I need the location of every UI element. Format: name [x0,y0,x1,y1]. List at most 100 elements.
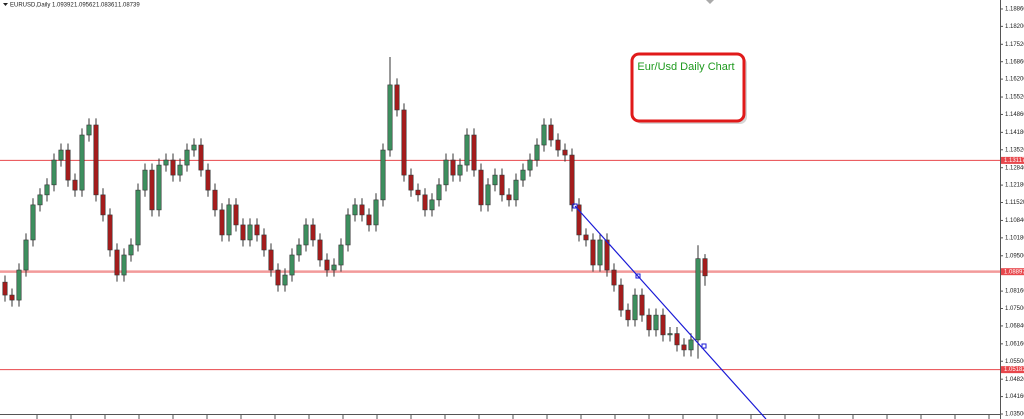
candle-body [219,209,225,236]
candles [2,56,708,359]
candle-body [338,244,344,266]
candle-body [37,194,43,206]
candle-body [261,234,267,251]
candle-body [30,204,36,241]
candle-body [310,224,316,241]
level-tag [1001,156,1024,164]
candle-body [345,214,351,246]
y-tick-label: 1.04160 [1005,394,1024,400]
candle-body [597,239,603,266]
candle-body [100,194,106,216]
candle-body [282,274,288,286]
candle-body [576,204,582,236]
candle-body [114,249,120,276]
shift-marker [706,0,714,4]
candle-body [296,244,302,256]
candle-body [163,159,169,166]
candle-body [674,333,680,346]
y-tick-label: 1.13520 [1005,147,1024,153]
candle-body [604,239,610,271]
candle-body [86,124,92,136]
candle-body [128,244,134,256]
candle-body [429,199,435,211]
candle-body [303,224,309,246]
candle-body [618,284,624,311]
trendline [572,203,767,419]
candle-body [394,84,400,111]
candle-body [142,169,148,191]
y-tick-label: 1.10180 [1005,235,1024,241]
candle-body [79,134,85,191]
candle-body [9,294,15,301]
candle-body [380,149,386,201]
candle-body [93,124,99,196]
annotation: Eur/Usd Daily Chart [637,61,734,73]
candle-body [695,258,701,341]
annotation-box: Eur/Usd Daily Chart [630,52,747,124]
header-high: 1.09562 [74,3,96,9]
y-tick-label: 1.05500 [1005,359,1024,365]
candle-body [653,314,659,331]
candle-body [184,149,190,166]
header-close: 1.08739 [118,3,140,9]
candle-body [632,294,638,321]
candle-body [135,189,141,246]
candle-body [660,314,666,336]
candle-body [611,269,617,286]
y-tick-label: 1.08160 [1005,289,1024,295]
candle-body [121,254,127,276]
candle-body [107,214,113,251]
level-label: 1.05182 [1004,367,1024,373]
y-tick-label: 1.12180 [1005,183,1024,189]
candle-body [359,204,365,216]
candle-body [170,159,176,176]
candle-body [289,254,295,276]
candle-body [352,204,358,216]
candle-body [527,159,533,171]
candle-body [72,179,78,191]
candle-body [149,169,155,211]
header-low: 1.08361 [96,3,118,9]
y-tick-label: 1.11520 [1005,200,1024,206]
candle-body [520,169,526,181]
candle-body [702,258,708,277]
candle-body [408,174,414,191]
candle-body [51,159,57,186]
candle-body [534,144,540,161]
candle-body [590,239,596,266]
candle-body [562,149,568,156]
candle-body [506,194,512,201]
candle-body [485,184,491,206]
candle-body [233,204,239,226]
y-tick-label: 1.06160 [1005,341,1024,347]
candle-body [156,164,162,211]
candle-body [212,189,218,211]
y-tick-label: 1.14180 [1005,130,1024,136]
level-tag [1001,268,1024,276]
candle-body [548,124,554,141]
candle-body [415,189,421,196]
y-tick-label: 1.06840 [1005,323,1024,329]
candle-body [254,224,260,236]
candle-body [373,199,379,226]
candle-body [646,314,652,331]
candle-body [464,134,470,166]
candle-body [471,134,477,171]
candle-body [44,184,50,196]
header: EURUSD,Daily 1.09392 1.09562 1.08361 1.0… [3,3,140,9]
candle-body [667,333,673,336]
candle-body [226,204,232,236]
candle-body [639,294,645,316]
candle-body [688,339,694,351]
y-tick-label: 1.12840 [1005,165,1024,171]
time-ticks [36,414,990,419]
candle-body [492,174,498,186]
candle-body [457,164,463,176]
y-tick-label: 1.09500 [1005,253,1024,259]
candle-body [177,164,183,176]
candle-body [499,174,505,196]
header-open: 1.09392 [52,3,74,9]
y-tick-label: 1.18860 [1005,7,1024,13]
candle-body [513,179,519,201]
